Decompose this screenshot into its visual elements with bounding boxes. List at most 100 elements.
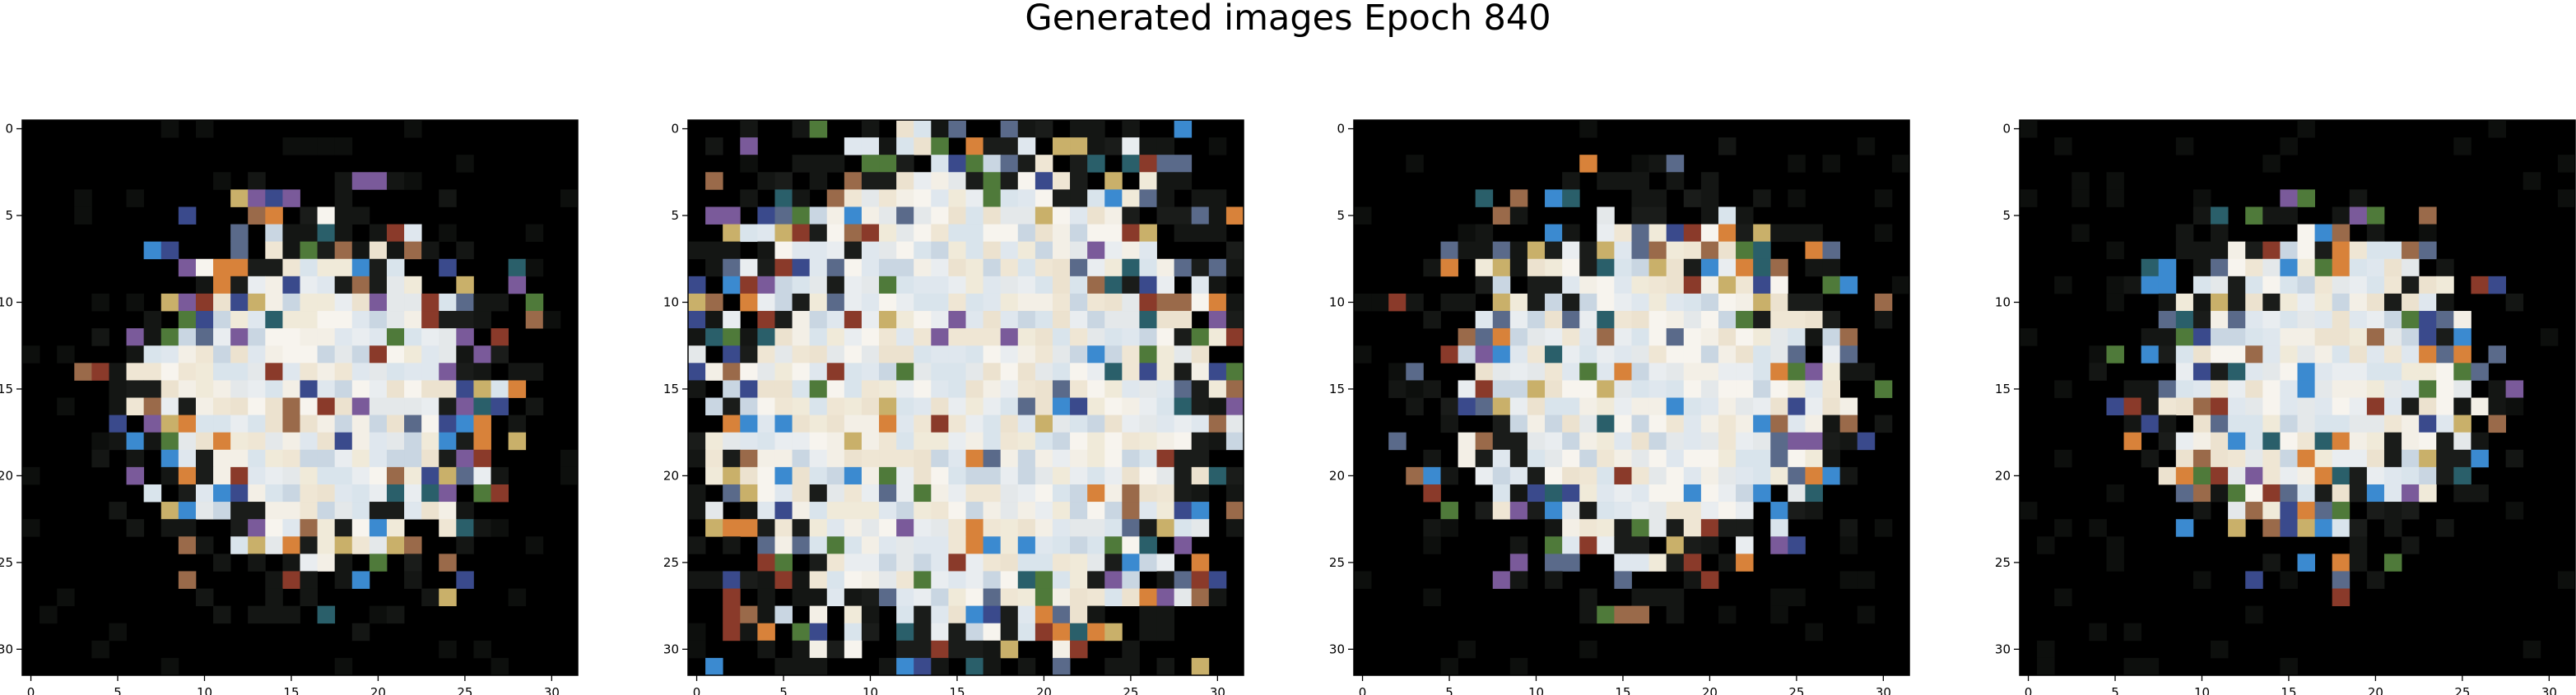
image-pixel xyxy=(473,432,491,451)
image-pixel xyxy=(2366,380,2385,398)
x-tick-label: 5 xyxy=(114,685,122,695)
image-pixel xyxy=(1122,536,1140,554)
image-pixel xyxy=(2488,120,2507,138)
image-pixel xyxy=(300,554,318,572)
image-pixel xyxy=(248,484,266,503)
image-pixel xyxy=(1070,224,1088,243)
image-pixel xyxy=(2089,623,2107,642)
image-pixel xyxy=(1614,311,1632,329)
image-pixel xyxy=(248,466,266,485)
image-pixel xyxy=(1225,519,1244,537)
image-pixel xyxy=(1770,588,1788,607)
image-pixel xyxy=(230,189,249,207)
image-pixel xyxy=(931,137,949,155)
image-pixel xyxy=(2192,432,2211,451)
image-pixel xyxy=(1104,293,1123,312)
image-pixel xyxy=(914,345,932,364)
image-pixel xyxy=(1000,605,1019,624)
x-tick-label: 10 xyxy=(197,685,212,695)
image-pixel xyxy=(2297,293,2315,312)
image-pixel xyxy=(282,258,300,277)
image-pixel xyxy=(896,380,914,398)
image-pixel xyxy=(1579,120,1597,138)
image-pixel xyxy=(1000,363,1019,381)
image-pixel xyxy=(2228,380,2246,398)
image-pixel xyxy=(2366,363,2385,381)
image-pixel xyxy=(1104,345,1123,364)
image-pixel xyxy=(757,258,775,277)
image-pixel xyxy=(896,258,914,277)
image-pixel xyxy=(126,345,145,364)
image-pixel xyxy=(1492,311,1511,329)
image-pixel xyxy=(2175,484,2194,503)
image-pixel xyxy=(1648,449,1667,468)
image-pixel xyxy=(2332,258,2350,277)
image-pixel xyxy=(983,554,1002,572)
image-pixel xyxy=(439,189,457,207)
image-pixel xyxy=(1492,484,1511,503)
image-pixel xyxy=(2436,258,2454,277)
image-pixel xyxy=(1225,397,1244,415)
image-pixel xyxy=(1156,293,1175,312)
image-pixel xyxy=(351,311,370,329)
image-pixel xyxy=(792,155,811,173)
image-pixel xyxy=(1805,328,1823,346)
image-pixel xyxy=(1087,432,1105,451)
image-pixel xyxy=(2332,241,2350,260)
image-pixel xyxy=(861,519,880,537)
image-pixel xyxy=(2419,415,2437,433)
image-pixel xyxy=(2245,484,2263,503)
image-pixel xyxy=(109,432,127,451)
image-pixel xyxy=(757,172,775,190)
image-pixel xyxy=(2123,623,2142,642)
image-pixel xyxy=(230,502,249,520)
y-tick-label: 5 xyxy=(671,208,679,223)
image-pixel xyxy=(879,328,897,346)
image-pixel xyxy=(1805,466,1823,485)
image-pixel xyxy=(1139,293,1157,312)
image-pixel xyxy=(2211,432,2229,451)
image-pixel xyxy=(879,155,897,173)
image-pixel xyxy=(456,466,474,485)
image-pixel xyxy=(160,293,179,312)
y-tick-label: 30 xyxy=(1329,642,1345,656)
image-pixel xyxy=(1839,328,1858,346)
image-pixel xyxy=(931,189,949,207)
image-pixel xyxy=(1736,293,1754,312)
image-pixel xyxy=(195,120,214,138)
image-pixel xyxy=(688,571,706,589)
image-pixel xyxy=(1000,554,1019,572)
image-pixel xyxy=(1736,449,1754,468)
image-pixel xyxy=(983,311,1002,329)
image-pixel xyxy=(861,206,880,225)
image-pixel xyxy=(2211,224,2229,243)
image-pixel xyxy=(1000,432,1019,451)
image-pixel xyxy=(2453,380,2471,398)
image-pixel xyxy=(1788,311,1806,329)
image-pixel xyxy=(931,536,949,554)
image-pixel xyxy=(230,397,249,415)
image-pixel xyxy=(2158,397,2177,415)
image-pixel xyxy=(1700,276,1719,294)
image-pixel xyxy=(983,571,1002,589)
image-pixel xyxy=(126,432,145,451)
image-pixel xyxy=(1104,449,1123,468)
image-pixel xyxy=(1122,397,1140,415)
image-pixel xyxy=(983,415,1002,433)
image-pixel xyxy=(792,293,811,312)
image-pixel xyxy=(473,484,491,503)
image-pixel xyxy=(1156,155,1175,173)
image-pixel xyxy=(1683,276,1702,294)
image-pixel xyxy=(1087,397,1105,415)
image-pixel xyxy=(965,189,983,207)
image-pixel xyxy=(2175,345,2194,364)
image-pixel xyxy=(1174,502,1193,520)
image-pixel xyxy=(40,605,58,624)
image-pixel xyxy=(1631,155,1649,173)
image-pixel xyxy=(1475,241,1494,260)
image-pixel xyxy=(2471,449,2489,468)
image-pixel xyxy=(1614,484,1632,503)
image-pixel xyxy=(1423,311,1441,329)
image-pixel xyxy=(1614,605,1632,624)
image-pixel xyxy=(143,363,162,381)
